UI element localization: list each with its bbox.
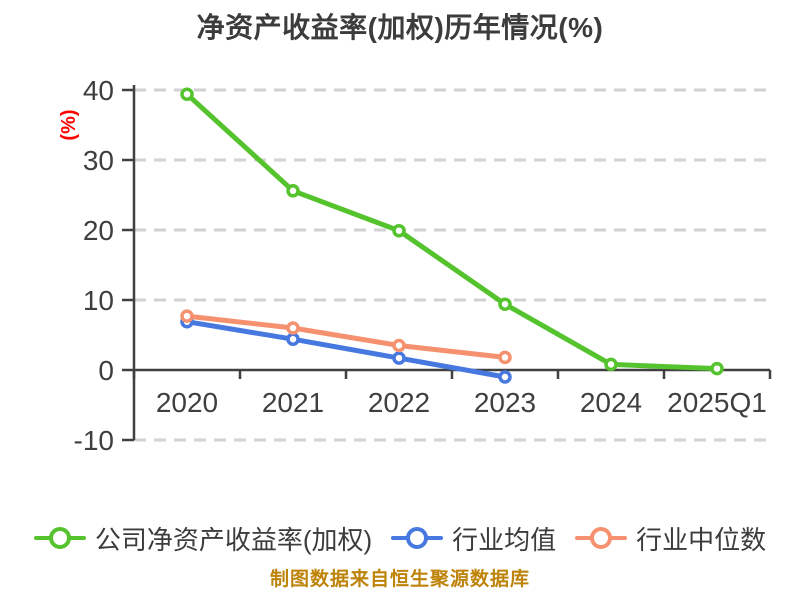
y-tick-label-20: 20 (83, 215, 114, 246)
chart-title: 净资产收益率(加权)历年情况(%) (196, 12, 604, 43)
data-point-0-2020 (180, 87, 194, 101)
legend-label-industry-average: 行业均值 (452, 524, 557, 555)
x-tick-label-2022: 2022 (368, 387, 430, 418)
data-point-0-2021 (286, 184, 300, 198)
chart-legend: 公司净资产收益率(加权) 行业均值 行业中位数 (0, 519, 800, 557)
series-line-2 (184, 313, 508, 360)
data-point-0-2022 (392, 223, 406, 238)
data-point-0-2023 (498, 297, 512, 311)
y-tick-label-40: 40 (83, 75, 114, 106)
x-tick-label-2025Q1: 2025Q1 (667, 387, 767, 418)
data-point-2-2020 (180, 309, 194, 323)
data-point-1-2023 (498, 370, 512, 384)
x-tick-label-2020: 2020 (156, 387, 218, 418)
data-source-note: 制图数据来自恒生聚源数据库 (269, 569, 530, 590)
data-point-0-2024 (604, 357, 618, 372)
data-point-0-2025Q1 (710, 361, 724, 376)
data-point-1-2022 (392, 351, 406, 365)
y-tick-label-30: 30 (83, 145, 114, 176)
y-tick-label-0: 0 (98, 355, 114, 386)
y-tick-label-10: 10 (83, 285, 114, 316)
series-line-0 (184, 91, 720, 372)
legend-label-industry-median: 行业中位数 (636, 524, 767, 555)
x-tick-label-2021: 2021 (262, 387, 324, 418)
company-roe-legend-marker-icon (33, 526, 86, 550)
legend-item-industry-average[interactable]: 行业均值 (391, 520, 556, 557)
data-point-1-2021 (286, 332, 300, 346)
x-tick-label-2024: 2024 (580, 387, 642, 418)
data-point-2-2023 (498, 350, 512, 365)
data-point-2-2022 (392, 338, 406, 353)
data-point-2-2021 (286, 321, 300, 335)
legend-item-industry-median[interactable]: 行业中位数 (575, 520, 766, 557)
legend-label-company-roe: 公司净资产收益率(加权) (94, 524, 373, 555)
industry-median-legend-marker-icon (575, 526, 628, 550)
industry-average-legend-marker-icon (391, 526, 444, 550)
legend-item-company-roe[interactable]: 公司净资产收益率(加权) (33, 520, 373, 557)
series-line-1 (184, 319, 508, 380)
x-tick-label-2023: 2023 (474, 387, 536, 418)
y-tick-label--10: -10 (74, 425, 114, 456)
